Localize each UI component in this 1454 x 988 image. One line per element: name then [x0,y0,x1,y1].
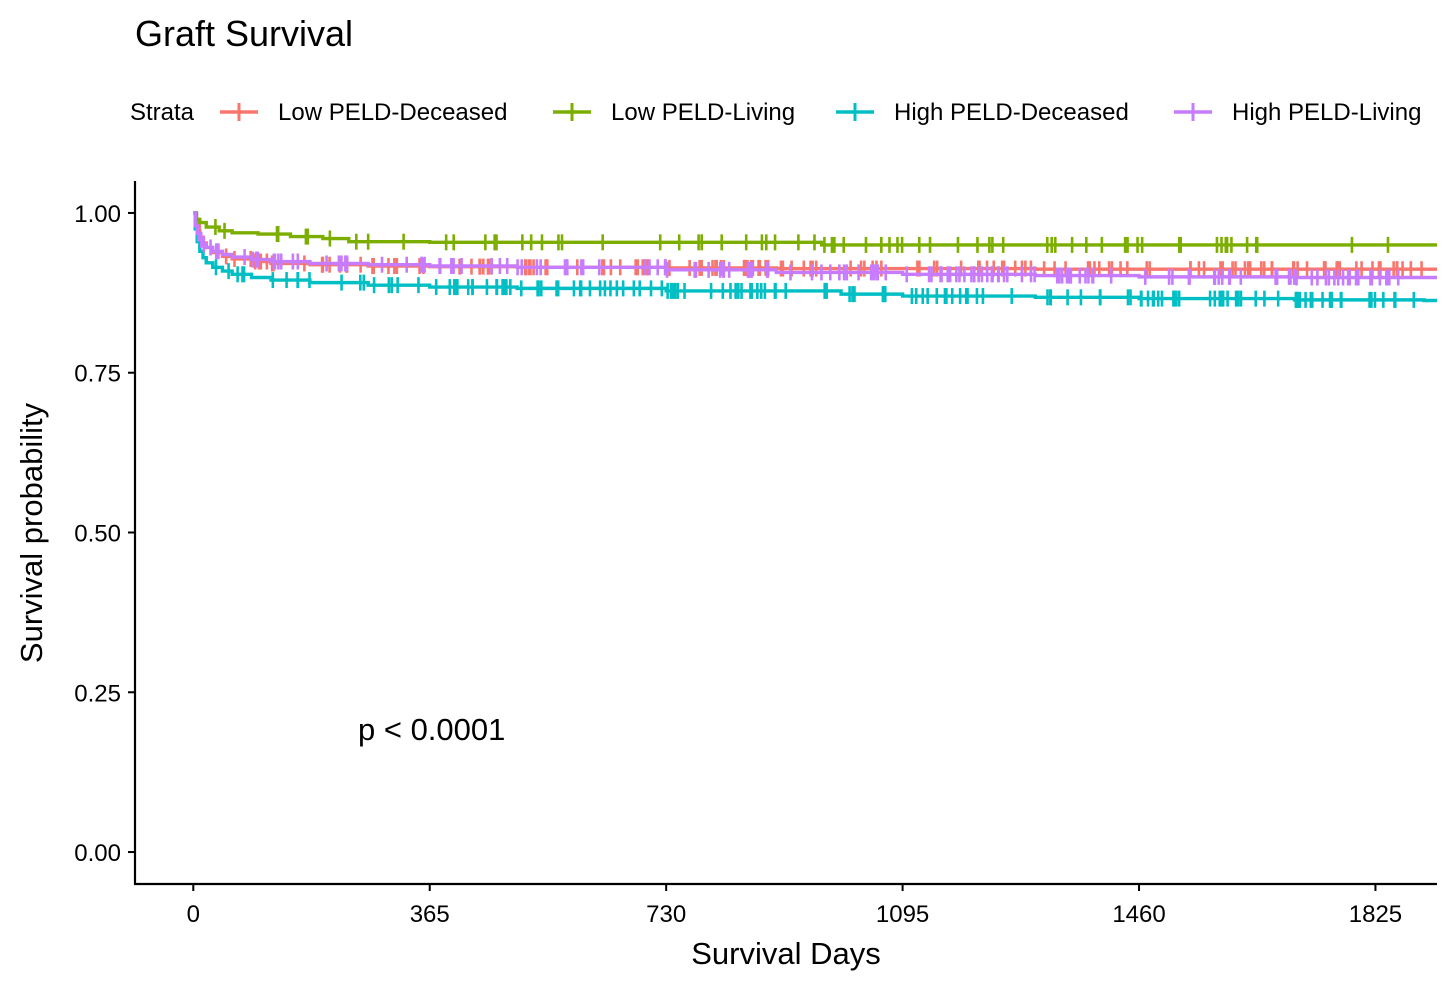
x-axis-ticks: 0 365 730 1095 1460 1825 [187,884,1402,928]
censor-marks [197,225,1400,286]
x-axis-title: Survival Days [691,936,881,971]
censor-marks [214,219,1390,253]
y-tick-label: 0.00 [74,840,121,867]
plot-area [193,211,1437,308]
series-line [193,211,1437,247]
p-value-annotation: p < 0.0001 [358,712,505,747]
y-tick-label: 1.00 [74,201,121,228]
y-tick-label: 0.25 [74,680,121,707]
x-tick-label: 1460 [1112,901,1165,928]
legend-label: High PELD-Deceased [894,99,1129,126]
chart-title: Graft Survival [135,13,353,54]
x-tick-label: 1095 [876,901,929,928]
y-tick-label: 0.75 [74,361,121,388]
legend-label: Low PELD-Deceased [278,99,507,126]
y-axis-title: Survival probability [14,402,49,663]
x-tick-label: 730 [646,901,686,928]
series-line [193,211,1437,303]
x-tick-label: 0 [187,901,200,928]
x-tick-label: 365 [410,901,450,928]
legend: Strata Low PELD-Deceased Low PELD-Living H… [130,99,1421,126]
y-tick-label: 0.50 [74,521,121,548]
legend-title: Strata [130,99,195,126]
legend-label: High PELD-Living [1232,99,1421,126]
x-tick-label: 1825 [1349,901,1402,928]
y-axis-ticks: 0.00 0.25 0.50 0.75 1.00 [74,201,135,867]
censor-marks [214,259,1416,308]
legend-label: Low PELD-Living [611,99,795,126]
